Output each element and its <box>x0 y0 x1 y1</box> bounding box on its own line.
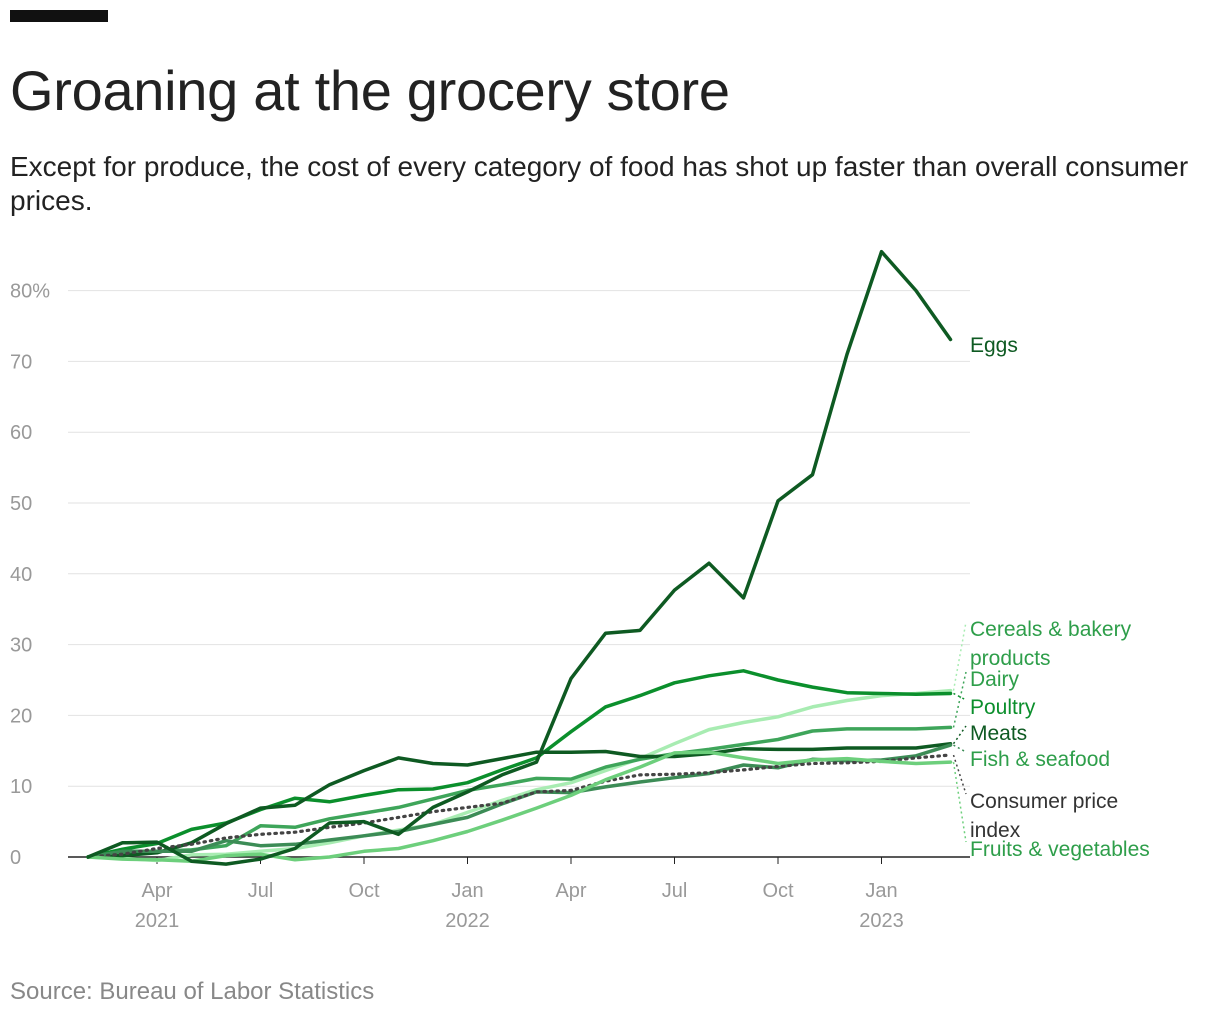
leader-line <box>952 762 967 843</box>
series-lines <box>86 249 953 866</box>
series-label-cereals-bakery-products: Cereals & bakery <box>970 618 1132 641</box>
series-label-poultry: Poultry <box>970 696 1036 719</box>
x-tick-year: 2023 <box>859 910 904 932</box>
series-label-cereals-bakery-products: products <box>970 647 1051 670</box>
series-label-consumer-price-index: Consumer price <box>970 790 1118 813</box>
x-axis-ticks: Apr 2021 Jul Oct Jan 2022 Apr Jul Oct Jan 2023 <box>135 857 904 932</box>
y-tick-label-10: 10 <box>10 776 32 798</box>
series-line-meats <box>86 741 953 859</box>
y-tick-label-0: 0 <box>10 847 21 869</box>
leader-line <box>953 692 967 701</box>
y-tick-label-80: 80% <box>10 281 50 303</box>
series-line-eggs <box>86 249 953 866</box>
y-tick-label-50: 50 <box>10 493 32 515</box>
y-tick-label-40: 40 <box>10 564 32 586</box>
y-axis-ticks: 0 10 20 30 40 50 60 70 80% <box>10 281 50 869</box>
x-tick-label: Oct <box>348 880 380 902</box>
x-tick-label: Jan <box>865 880 897 902</box>
series-line-cereals-bakery-products <box>86 688 953 863</box>
x-tick-label: Jan <box>451 880 483 902</box>
y-tick-label-60: 60 <box>10 422 32 444</box>
series-label-fruits-vegetables: Fruits & vegetables <box>970 838 1150 861</box>
series-label-meats: Meats <box>970 722 1027 745</box>
series-line-consumer-price-index <box>86 753 953 859</box>
x-tick-label: Apr <box>141 880 172 902</box>
leader-line <box>952 725 967 745</box>
series-line-fruits-vegetables <box>86 750 953 863</box>
series-label-dairy: Dairy <box>970 668 1020 691</box>
x-tick-year: 2022 <box>445 910 490 932</box>
y-tick-label-20: 20 <box>10 705 32 727</box>
series-label-fish-seafood: Fish & seafood <box>970 748 1110 771</box>
chart-title: Groaning at the grocery store <box>10 59 730 122</box>
series-label-consumer-price-index: index <box>970 819 1021 842</box>
x-tick-label: Apr <box>555 880 586 902</box>
x-tick-label: Oct <box>762 880 794 902</box>
series-line-dairy <box>86 725 953 859</box>
label-leaders <box>952 621 967 843</box>
gridlines <box>68 290 970 858</box>
leader-line <box>953 744 967 753</box>
x-tick-label: Jul <box>662 880 688 902</box>
x-tick-label: Jul <box>248 880 274 902</box>
leader-line <box>952 621 967 691</box>
leader-line <box>952 754 967 795</box>
y-tick-label-70: 70 <box>10 351 32 373</box>
source-note: Source: Bureau of Labor Statistics <box>10 978 375 1005</box>
x-tick-year: 2021 <box>135 910 180 932</box>
y-tick-label-30: 30 <box>10 635 32 657</box>
top-accent-bar <box>10 10 108 22</box>
series-label-eggs: Eggs <box>970 334 1018 357</box>
chart-subtitle: Except for produce, the cost of every ca… <box>10 151 1189 216</box>
